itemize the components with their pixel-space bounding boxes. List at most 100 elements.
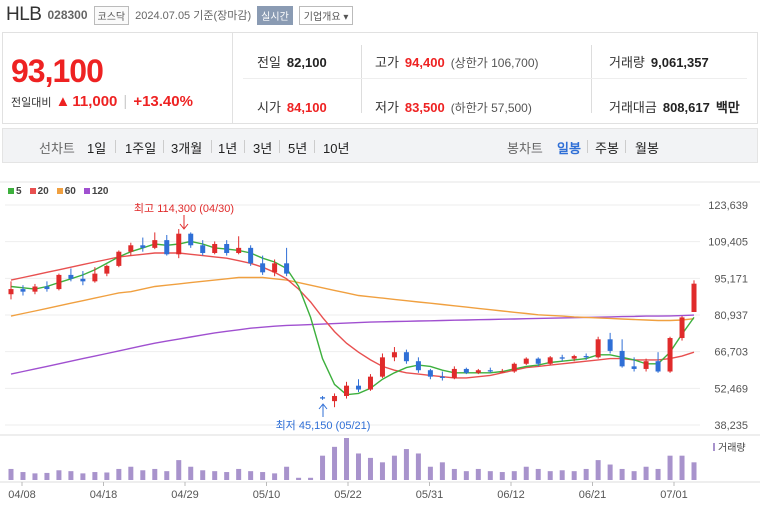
period-tab-1y[interactable]: 1년 (218, 141, 238, 156)
candle-body (236, 247, 242, 254)
volume-bar (499, 472, 505, 480)
candle-body (128, 245, 134, 252)
candle-body (80, 278, 86, 282)
volume-bar (583, 468, 589, 480)
high-annotation: 최고 114,300 (04/30) (134, 202, 234, 215)
volume-bar (355, 453, 361, 480)
divider (115, 140, 116, 153)
x-tick-label: 04/08 (8, 489, 36, 501)
volume-bar (188, 466, 194, 480)
ma20-line (10, 252, 695, 379)
period-tab-5y[interactable]: 5년 (288, 141, 308, 156)
candle-body (20, 289, 26, 292)
candle-body (463, 368, 469, 373)
low-arrow-icon (318, 403, 328, 417)
candle-body (248, 247, 254, 264)
candle-body (284, 263, 290, 274)
chart-tabs: 선차트 1일 1주일 3개월 1년 3년 5년 10년 봉차트 일봉 주봉 월봉 (2, 128, 758, 163)
volume-bar (8, 468, 14, 480)
x-tick-label: 04/18 (90, 489, 118, 501)
period-tab-1w[interactable]: 1주일 (125, 141, 157, 156)
x-tick-label: 05/10 (253, 489, 281, 501)
period-tab-3m[interactable]: 3개월 (171, 141, 203, 156)
quote-grid: 전일 82,100 시가 84,100 고가 94,400 (상한가 106,700) … (233, 33, 757, 123)
x-tick-label: 06/12 (497, 489, 525, 501)
current-price: 93,100 (11, 53, 104, 89)
candle-body (571, 356, 577, 359)
volume-bar (475, 468, 481, 480)
legend-ma120: 120 (83, 186, 109, 197)
stock-code: 028300 (47, 8, 88, 22)
prev-close: 전일 82,100 (257, 52, 327, 71)
volume-bar (308, 477, 314, 480)
high-price: 고가 94,400 (상한가 106,700) (375, 52, 539, 71)
volume-bar (643, 466, 649, 480)
period-tab-10y[interactable]: 10년 (323, 141, 350, 156)
period-tab-1d[interactable]: 1일 (87, 141, 107, 156)
candle-body (44, 286, 50, 290)
period-tab-3y[interactable]: 3년 (253, 141, 273, 156)
y-tick-label: 52,469 (714, 383, 748, 395)
company-overview-dropdown[interactable]: 기업개요 ▾ (298, 5, 354, 25)
candle-tab-monthly[interactable]: 월봉 (635, 141, 659, 156)
candle-body (691, 283, 697, 313)
volume-bar (320, 455, 326, 480)
ma60-swatch (56, 188, 63, 195)
candle-body (511, 363, 517, 372)
candle-body (176, 233, 182, 255)
realtime-button[interactable]: 실시간 (257, 5, 293, 25)
legend-ma20: 20 (29, 186, 49, 197)
line-chart-tab[interactable]: 선차트 (39, 141, 75, 156)
volume-bar (379, 462, 385, 480)
volume-bar (200, 470, 206, 480)
candle-body (607, 339, 613, 351)
candle-body (355, 385, 361, 390)
candle-body (32, 286, 38, 292)
volume-bar (607, 464, 613, 480)
volume-bar (284, 466, 290, 480)
low-label: 저가 (375, 100, 399, 115)
volume-bar (20, 472, 26, 480)
open-price: 시가 84,100 (257, 97, 327, 116)
x-tick-label: 05/31 (416, 489, 444, 501)
candle-body (559, 357, 565, 359)
volume-bar (451, 468, 457, 480)
candle-body (224, 243, 230, 254)
candle-body (116, 251, 122, 266)
candle-chart-tab[interactable]: 봉차트 (507, 141, 543, 156)
divider (591, 45, 592, 113)
volume-bar (559, 470, 565, 480)
candle-body (68, 274, 74, 279)
candle-body (415, 361, 421, 371)
prev-close-label: 전일 (257, 55, 281, 70)
volume-bar (691, 462, 697, 480)
candle-body (667, 338, 673, 372)
candle-body (451, 368, 457, 378)
quote-panel: 93,100 전일대비 ▲ 11,000 | +13.40% 전일 82,100 … (2, 32, 758, 124)
candle-body (379, 357, 385, 377)
change-amount: 11,000 (72, 93, 118, 110)
volume-bar (212, 471, 218, 480)
candle-tab-daily[interactable]: 일봉 (557, 141, 581, 156)
volume-bar (164, 471, 170, 480)
volume-bar (80, 473, 86, 480)
volume-bar (56, 470, 62, 480)
volume-bar (631, 471, 637, 480)
volume-bar (367, 457, 373, 480)
candle-tab-weekly[interactable]: 주봉 (595, 141, 619, 156)
trade-amount: 거래대금 808,617 백만 (609, 97, 740, 116)
candle-body (272, 263, 278, 273)
up-arrow-icon: ▲ (55, 93, 71, 110)
high-value: 94,400 (404, 55, 445, 70)
lower-limit: (하한가 57,500) (450, 101, 532, 115)
y-tick-label: 109,405 (708, 237, 748, 249)
volume-bar (236, 468, 242, 480)
volume-bar (248, 471, 254, 480)
candle-body (367, 376, 373, 390)
ma5-line (10, 240, 695, 396)
volume-bar (535, 468, 541, 480)
volume-bar (463, 471, 469, 480)
candle-body (427, 370, 433, 377)
volume-bar (511, 471, 517, 480)
